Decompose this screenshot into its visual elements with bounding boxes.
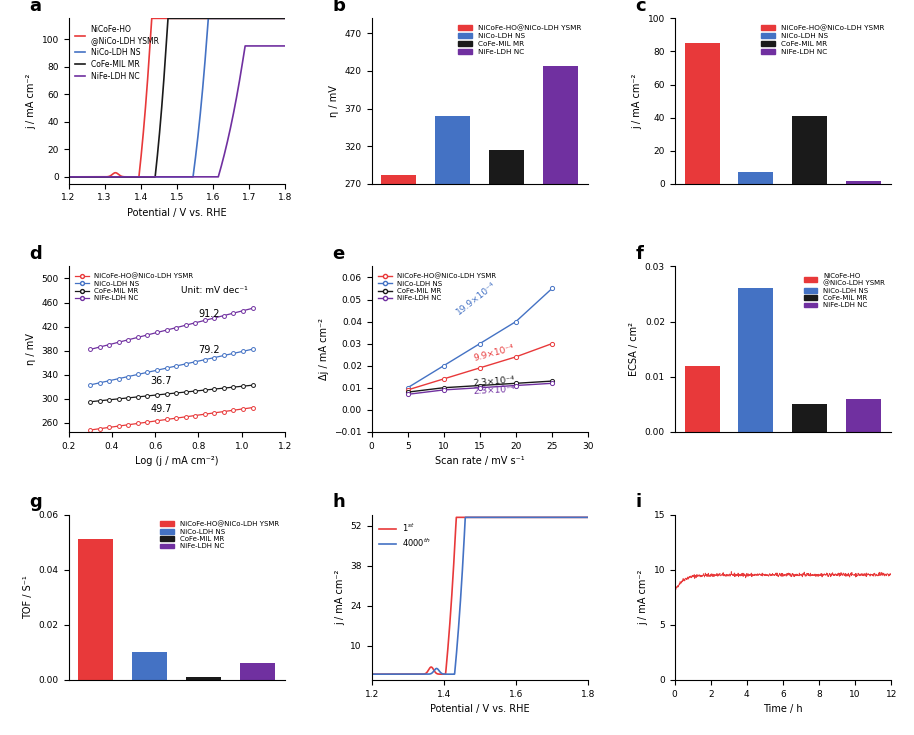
Legend: NiCoFe-HO@NiCo-LDH YSMR, NiCo-LDH NS, CoFe-MIL MR, NiFe-LDH NC: NiCoFe-HO@NiCo-LDH YSMR, NiCo-LDH NS, Co… <box>72 270 197 304</box>
Legend: NiCoFe-HO@NiCo-LDH YSMR, NiCo-LDH NS, CoFe-MIL MR, NiFe-LDH NC: NiCoFe-HO@NiCo-LDH YSMR, NiCo-LDH NS, Co… <box>375 270 499 304</box>
X-axis label: Potential / V vs. RHE: Potential / V vs. RHE <box>127 208 227 218</box>
Text: 36.7: 36.7 <box>151 376 173 386</box>
4000$^{th}$ <box>367 670 377 678</box>
4000$^{th}$ <box>460 513 471 522</box>
Y-axis label: Δj / mA cm⁻²: Δj / mA cm⁻² <box>319 318 329 380</box>
Y-axis label: ECSA / cm²: ECSA / cm² <box>629 322 639 376</box>
Bar <box>381 175 417 387</box>
Bar <box>792 116 827 184</box>
1$^{st}$ <box>536 513 547 522</box>
Text: h: h <box>333 493 345 512</box>
Y-axis label: TOF / S⁻¹: TOF / S⁻¹ <box>23 576 33 619</box>
X-axis label: Time / h: Time / h <box>763 704 802 714</box>
Text: 2.3×10⁻⁴: 2.3×10⁻⁴ <box>473 385 515 396</box>
4000$^{th}$ <box>453 615 464 624</box>
Y-axis label: η / mV: η / mV <box>26 333 36 365</box>
Bar <box>846 182 881 184</box>
Bar <box>739 172 773 184</box>
Text: 91.2: 91.2 <box>198 309 220 319</box>
Text: f: f <box>636 245 643 263</box>
Text: a: a <box>29 0 41 15</box>
4000$^{th}$ <box>462 513 473 522</box>
X-axis label: Scan rate / mV s⁻¹: Scan rate / mV s⁻¹ <box>435 456 525 466</box>
4000$^{th}$ <box>582 513 593 522</box>
Legend: NiCoFe-HO@NiCo-LDH YSMR, NiCo-LDH NS, CoFe-MIL MR, NiFe-LDH NC: NiCoFe-HO@NiCo-LDH YSMR, NiCo-LDH NS, Co… <box>455 22 584 58</box>
1$^{st}$ <box>454 513 465 522</box>
Text: 79.2: 79.2 <box>198 345 220 355</box>
Bar <box>543 65 579 387</box>
Legend: NiCoFe-HO@NiCo-LDH YSMR, NiCo-LDH NS, CoFe-MIL MR, NiFe-LDH NC: NiCoFe-HO@NiCo-LDH YSMR, NiCo-LDH NS, Co… <box>157 518 282 552</box>
X-axis label: Log (j / mA cm⁻²): Log (j / mA cm⁻²) <box>135 456 218 466</box>
Line: 4000$^{th}$: 4000$^{th}$ <box>372 517 588 674</box>
Bar <box>133 653 167 680</box>
1$^{st}$ <box>367 670 377 678</box>
Y-axis label: j / mA cm⁻²: j / mA cm⁻² <box>335 570 345 625</box>
Bar <box>685 43 719 184</box>
Y-axis label: j / mA cm⁻²: j / mA cm⁻² <box>26 74 36 129</box>
1$^{st}$ <box>451 513 462 522</box>
4000$^{th}$ <box>539 513 550 522</box>
4000$^{th}$ <box>515 513 526 522</box>
Text: e: e <box>333 245 345 263</box>
Y-axis label: j / mA cm⁻²: j / mA cm⁻² <box>638 570 648 625</box>
X-axis label: Potential / V vs. RHE: Potential / V vs. RHE <box>430 704 529 714</box>
Text: 2.3×10⁻⁴: 2.3×10⁻⁴ <box>473 375 515 387</box>
4000$^{th}$ <box>388 670 399 678</box>
Bar <box>79 539 113 680</box>
1$^{st}$ <box>462 513 473 522</box>
Legend: NiCoFe-HO@NiCo-LDH YSMR, NiCo-LDH NS, CoFe-MIL MR, NiFe-LDH NC: NiCoFe-HO@NiCo-LDH YSMR, NiCo-LDH NS, Co… <box>759 22 887 58</box>
Legend: NiCoFe-HO
@NiCo-LDH YSMR, NiCo-LDH NS, CoFe-MIL MR, NiFe-LDH NC: NiCoFe-HO @NiCo-LDH YSMR, NiCo-LDH NS, C… <box>72 22 162 84</box>
1$^{st}$ <box>388 670 399 678</box>
Bar <box>685 366 719 432</box>
Bar <box>186 677 221 680</box>
Text: 49.7: 49.7 <box>151 404 173 414</box>
Text: d: d <box>29 245 42 263</box>
Y-axis label: j / mA cm⁻²: j / mA cm⁻² <box>632 74 643 129</box>
Y-axis label: η / mV: η / mV <box>329 85 339 117</box>
Text: g: g <box>29 493 42 512</box>
1$^{st}$ <box>582 513 593 522</box>
Text: 19.9×10⁻⁴: 19.9×10⁻⁴ <box>454 281 497 317</box>
1$^{st}$ <box>515 513 526 522</box>
Text: b: b <box>333 0 345 15</box>
Bar <box>792 404 827 432</box>
Bar <box>435 116 471 387</box>
1$^{st}$ <box>539 513 550 522</box>
Text: c: c <box>636 0 646 15</box>
Bar <box>739 289 773 432</box>
Legend: NiCoFe-HO
@NiCo-LDH YSMR, NiCo-LDH NS, CoFe-MIL MR, NiFe-LDH NC: NiCoFe-HO @NiCo-LDH YSMR, NiCo-LDH NS, C… <box>801 270 887 311</box>
Bar <box>846 398 881 432</box>
Line: 1$^{st}$: 1$^{st}$ <box>372 517 588 674</box>
Text: Unit: mV dec⁻¹: Unit: mV dec⁻¹ <box>181 287 248 295</box>
Text: i: i <box>636 493 642 512</box>
Text: 9.9×10⁻⁴: 9.9×10⁻⁴ <box>473 344 515 363</box>
Bar <box>240 664 275 680</box>
Bar <box>489 150 525 387</box>
4000$^{th}$ <box>536 513 547 522</box>
Legend: 1$^{st}$, 4000$^{th}$: 1$^{st}$, 4000$^{th}$ <box>376 519 435 553</box>
